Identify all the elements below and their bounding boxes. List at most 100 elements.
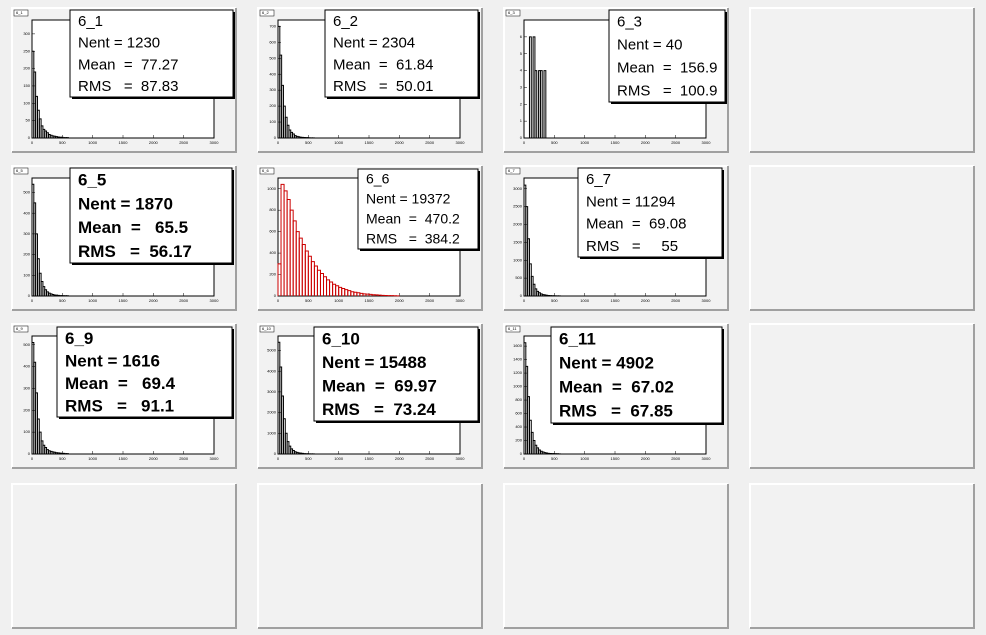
stats-line: Mean = 65.5 — [78, 218, 188, 237]
title-box — [259, 325, 275, 333]
histogram-bin — [528, 36, 532, 138]
stats-line: 6_3 — [617, 14, 642, 31]
y-tick-label: 600 — [269, 229, 276, 234]
stats-line: RMS = 87.83 — [78, 78, 178, 95]
stats-line: Nent = 1230 — [78, 35, 160, 52]
pad-bevel-dark — [750, 324, 975, 469]
x-tick-label: 2500 — [425, 140, 435, 145]
y-tick-label: 6 — [520, 34, 523, 39]
stats-line: 6_6 — [366, 171, 390, 187]
title-box — [13, 167, 29, 175]
pad-bevel-dark — [504, 166, 729, 311]
x-tick-label: 500 — [305, 298, 312, 303]
y-tick-label: 0 — [28, 293, 31, 298]
stats-box — [313, 326, 479, 422]
pad-title: 6_10 — [262, 326, 272, 331]
x-tick-label: 2500 — [671, 456, 681, 461]
stats-line: Nent = 2304 — [333, 35, 415, 52]
x-tick-label: 2500 — [425, 298, 435, 303]
stats-line: Nent = 15488 — [322, 353, 426, 372]
y-tick-label: 400 — [515, 424, 522, 429]
pad-bevel-dark — [12, 166, 237, 311]
x-tick-label: 2500 — [671, 140, 681, 145]
y-tick-label: 500 — [269, 55, 276, 60]
title-box — [259, 9, 275, 17]
y-tick-label: 300 — [23, 231, 30, 236]
x-tick-label: 2500 — [179, 140, 189, 145]
x-tick-label: 1500 — [611, 140, 621, 145]
x-tick-label: 1000 — [580, 140, 590, 145]
x-tick-label: 1000 — [88, 140, 98, 145]
y-tick-label: 1200 — [513, 370, 523, 375]
x-tick-label: 1500 — [365, 456, 375, 461]
pad-title: 6_9 — [16, 326, 23, 331]
x-tick-label: 3000 — [456, 456, 466, 461]
y-tick-label: 1 — [520, 118, 523, 123]
x-tick-label: 1500 — [365, 298, 375, 303]
y-tick-label: 200 — [23, 66, 30, 71]
stats-line: Nent = 40 — [617, 37, 682, 54]
stats-box — [577, 167, 723, 258]
pad-bevel-dark — [258, 484, 483, 629]
pad-bevel-light — [257, 323, 482, 468]
x-tick-label: 1000 — [334, 298, 344, 303]
histogram-bin — [534, 70, 538, 138]
y-tick-label: 1000 — [267, 186, 277, 191]
pad-bevel-dark — [12, 8, 237, 153]
x-tick-label: 2000 — [149, 140, 159, 145]
x-tick-label: 2000 — [395, 140, 405, 145]
stats-line: 6_9 — [65, 329, 93, 348]
y-tick-label: 200 — [23, 252, 30, 257]
y-tick-label: 200 — [515, 438, 522, 443]
x-tick-label: 500 — [551, 140, 558, 145]
pad-bevel-dark — [258, 324, 483, 469]
stats-line: RMS = 55 — [586, 238, 678, 255]
pad — [12, 484, 236, 628]
stats-line: Nent = 19372 — [366, 191, 451, 207]
x-tick-label: 1000 — [88, 456, 98, 461]
x-tick-label: 500 — [551, 456, 558, 461]
stats-box — [69, 167, 233, 264]
stats-line: Mean = 69.08 — [586, 216, 687, 233]
stats-line: Nent = 1616 — [65, 351, 160, 370]
x-tick-label: 1500 — [611, 298, 621, 303]
y-tick-label: 1400 — [513, 357, 523, 362]
x-tick-label: 1500 — [365, 140, 375, 145]
x-tick-label: 1000 — [334, 456, 344, 461]
x-tick-label: 1500 — [611, 456, 621, 461]
y-tick-label: 300 — [23, 386, 30, 391]
pad-title: 6_1 — [16, 10, 23, 15]
y-tick-label: 500 — [23, 342, 30, 347]
stats-line: Mean = 470.2 — [366, 211, 460, 227]
x-tick-label: 3000 — [702, 456, 712, 461]
x-tick-label: 3000 — [702, 140, 712, 145]
stats-line: RMS = 384.2 — [366, 231, 460, 247]
pad-bevel-dark — [504, 8, 729, 153]
stats-line: RMS = 73.24 — [322, 400, 436, 419]
y-tick-label: 5 — [520, 51, 523, 56]
y-tick-label: 2 — [520, 101, 523, 106]
y-tick-label: 50 — [26, 118, 31, 123]
y-tick-label: 0 — [28, 135, 31, 140]
x-tick-label: 0 — [523, 140, 526, 145]
x-tick-label: 0 — [523, 456, 526, 461]
stats-line: RMS = 67.85 — [559, 402, 673, 421]
x-tick-label: 2000 — [149, 456, 159, 461]
y-tick-label: 0 — [520, 135, 523, 140]
pad-bevel-light — [503, 323, 728, 468]
x-tick-label: 1500 — [119, 298, 129, 303]
y-tick-label: 5000 — [267, 348, 277, 353]
stats-line: Mean = 156.9 — [617, 60, 718, 77]
pad — [750, 324, 974, 468]
x-tick-label: 500 — [59, 456, 66, 461]
stats-line: 6_1 — [78, 13, 103, 30]
pad-bevel-light — [749, 7, 974, 152]
y-tick-label: 100 — [23, 272, 30, 277]
title-box — [13, 325, 29, 333]
stats-box — [69, 9, 234, 98]
pad-bevel-dark — [258, 8, 483, 153]
x-tick-label: 500 — [551, 298, 558, 303]
x-tick-label: 3000 — [210, 456, 220, 461]
y-tick-label: 4000 — [267, 368, 277, 373]
x-tick-label: 3000 — [702, 298, 712, 303]
